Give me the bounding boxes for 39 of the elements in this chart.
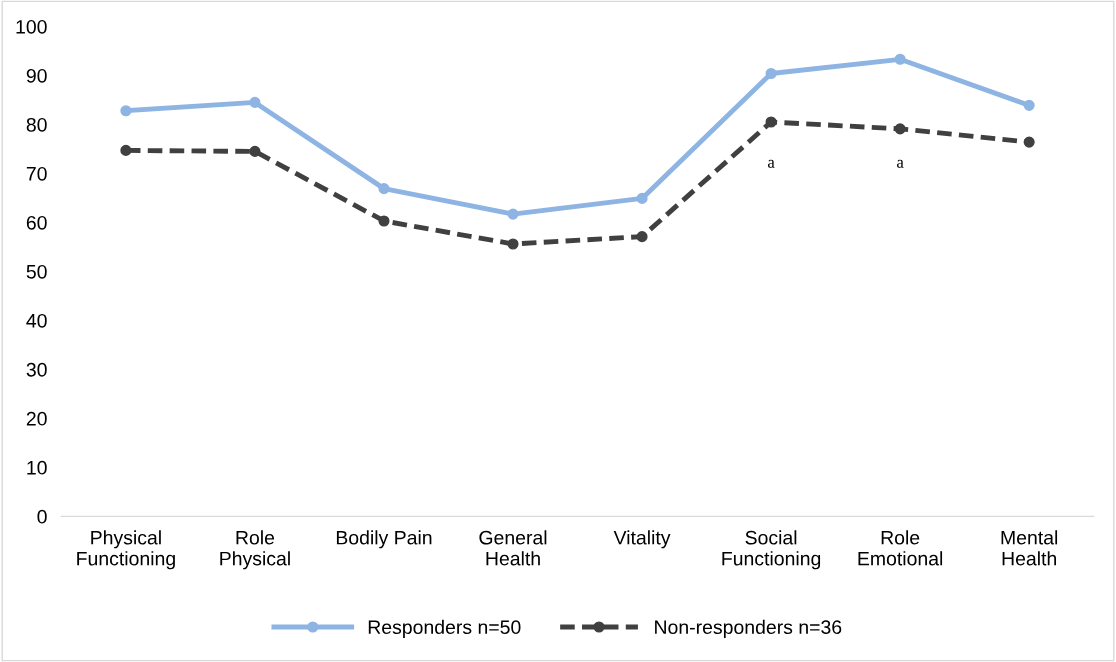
x-tick-label: Role Physical bbox=[220, 530, 290, 570]
x-tick-label: Bodily Pain bbox=[336, 530, 432, 549]
x-tick-label: Physical Functioning bbox=[77, 530, 175, 570]
y-tick-label: 50 bbox=[26, 264, 47, 279]
point bbox=[1023, 99, 1035, 111]
point bbox=[1023, 136, 1035, 148]
y-tick-label: 30 bbox=[26, 362, 47, 377]
x-tick-label: Vitality bbox=[613, 530, 671, 549]
annotation: a bbox=[767, 159, 775, 168]
y-tick-label: 100 bbox=[16, 19, 47, 34]
x-tick-label: Social Functioning bbox=[722, 530, 821, 570]
point bbox=[765, 67, 777, 80]
point bbox=[894, 53, 906, 65]
point bbox=[765, 116, 777, 128]
y-tick-label: 90 bbox=[26, 68, 47, 83]
point bbox=[507, 238, 519, 250]
point bbox=[120, 105, 132, 117]
point bbox=[249, 96, 261, 108]
point bbox=[120, 144, 132, 156]
legend-label: Responders n=50 bbox=[368, 619, 521, 638]
x-tick-label: General Health bbox=[479, 530, 547, 566]
y-tick-label: 80 bbox=[26, 117, 47, 132]
x-tick-label: Role Emotional bbox=[858, 530, 943, 566]
y-tick-label: 70 bbox=[26, 166, 47, 181]
point bbox=[507, 208, 519, 220]
x-tick-label: Mental Health bbox=[1001, 530, 1058, 566]
y-tick-label: 0 bbox=[37, 509, 47, 524]
y-tick-label: 20 bbox=[26, 411, 47, 426]
point bbox=[378, 183, 390, 195]
point bbox=[894, 123, 906, 135]
point bbox=[378, 215, 390, 227]
point bbox=[636, 231, 648, 243]
legend-label: Non-responders n=36 bbox=[655, 619, 842, 638]
point bbox=[636, 192, 648, 204]
y-tick-label: 60 bbox=[26, 215, 47, 230]
y-tick-label: 40 bbox=[26, 313, 47, 328]
y-tick-label: 10 bbox=[27, 460, 47, 475]
annotation: a bbox=[897, 159, 904, 168]
point bbox=[249, 145, 261, 157]
